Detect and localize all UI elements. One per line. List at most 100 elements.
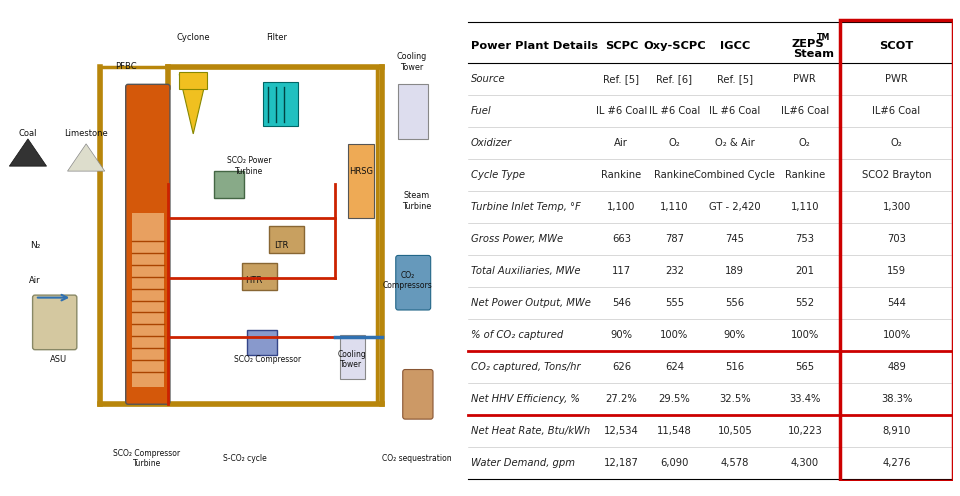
Text: Turbine Inlet Temp, °F: Turbine Inlet Temp, °F <box>471 202 581 212</box>
Text: 100%: 100% <box>791 330 819 340</box>
Text: O₂: O₂ <box>668 138 681 148</box>
Text: HRSG: HRSG <box>348 167 372 176</box>
Text: IGCC: IGCC <box>720 41 750 51</box>
Text: SCO₂ Compressor
Turbine: SCO₂ Compressor Turbine <box>113 449 180 469</box>
FancyBboxPatch shape <box>242 263 277 290</box>
Text: 4,300: 4,300 <box>791 458 819 468</box>
Text: 12,534: 12,534 <box>604 426 638 436</box>
Text: 100%: 100% <box>882 330 911 340</box>
Text: Cooling
Tower: Cooling Tower <box>396 52 427 72</box>
Text: 33.4%: 33.4% <box>789 394 821 404</box>
Text: GT - 2,420: GT - 2,420 <box>709 202 760 212</box>
Text: Cyclone: Cyclone <box>177 33 210 42</box>
Text: 753: 753 <box>795 234 814 244</box>
Text: Filter: Filter <box>267 33 288 42</box>
Text: 201: 201 <box>795 266 814 276</box>
FancyBboxPatch shape <box>132 213 164 387</box>
Text: 90%: 90% <box>724 330 746 340</box>
Text: 663: 663 <box>612 234 631 244</box>
Text: % of CO₂ captured: % of CO₂ captured <box>471 330 564 340</box>
Text: Oxidizer: Oxidizer <box>471 138 512 148</box>
Text: Combined Cycle: Combined Cycle <box>694 170 776 180</box>
Text: Coal: Coal <box>18 129 37 138</box>
FancyBboxPatch shape <box>214 171 245 198</box>
Text: SCO₂ Power
Turbine: SCO₂ Power Turbine <box>227 156 272 176</box>
Text: 10,223: 10,223 <box>787 426 822 436</box>
FancyBboxPatch shape <box>396 255 431 310</box>
Text: IL #6 Coal: IL #6 Coal <box>649 106 700 117</box>
FancyBboxPatch shape <box>263 82 298 126</box>
Text: 12,187: 12,187 <box>604 458 638 468</box>
Text: 1,100: 1,100 <box>607 202 636 212</box>
Text: 1,110: 1,110 <box>660 202 688 212</box>
Text: 703: 703 <box>887 234 906 244</box>
Text: 6,090: 6,090 <box>660 458 688 468</box>
Text: Steam: Steam <box>794 49 834 59</box>
Text: Rankine: Rankine <box>601 170 641 180</box>
FancyBboxPatch shape <box>348 144 373 218</box>
Text: 626: 626 <box>612 362 631 372</box>
Text: 117: 117 <box>612 266 631 276</box>
Text: Ref. [6]: Ref. [6] <box>657 74 692 84</box>
FancyBboxPatch shape <box>398 84 428 139</box>
Text: Air: Air <box>29 276 40 285</box>
Text: CO₂
Compressors: CO₂ Compressors <box>382 270 432 290</box>
Polygon shape <box>67 144 105 171</box>
Text: Net HHV Efficiency, %: Net HHV Efficiency, % <box>471 394 580 404</box>
Text: ASU: ASU <box>50 355 67 364</box>
Text: 90%: 90% <box>611 330 633 340</box>
Text: 29.5%: 29.5% <box>659 394 690 404</box>
Text: 745: 745 <box>726 234 744 244</box>
FancyBboxPatch shape <box>403 370 433 419</box>
Text: Water Demand, gpm: Water Demand, gpm <box>471 458 575 468</box>
Text: Rankine: Rankine <box>784 170 825 180</box>
Text: 556: 556 <box>725 298 744 308</box>
Text: 11,548: 11,548 <box>657 426 692 436</box>
Text: SCO₂ Compressor: SCO₂ Compressor <box>234 355 301 364</box>
Text: 489: 489 <box>887 362 906 372</box>
Text: Ref. [5]: Ref. [5] <box>603 74 639 84</box>
Text: PWR: PWR <box>793 74 816 84</box>
FancyBboxPatch shape <box>247 330 277 355</box>
Text: Fuel: Fuel <box>471 106 492 117</box>
Text: CO₂ captured, Tons/hr: CO₂ captured, Tons/hr <box>471 362 581 372</box>
Text: CO₂ sequestration: CO₂ sequestration <box>382 454 451 463</box>
Text: Ref. [5]: Ref. [5] <box>717 74 753 84</box>
Text: 4,276: 4,276 <box>882 458 911 468</box>
Text: IL#6 Coal: IL#6 Coal <box>873 106 921 117</box>
Text: 27.2%: 27.2% <box>606 394 637 404</box>
Text: Power Plant Details: Power Plant Details <box>471 41 598 51</box>
Text: 189: 189 <box>726 266 744 276</box>
Text: O₂ & Air: O₂ & Air <box>715 138 755 148</box>
Text: Air: Air <box>614 138 628 148</box>
Text: 38.3%: 38.3% <box>881 394 912 404</box>
Text: Total Auxiliaries, MWe: Total Auxiliaries, MWe <box>471 266 581 276</box>
Text: 552: 552 <box>795 298 814 308</box>
Text: Net Heat Rate, Btu/kWh: Net Heat Rate, Btu/kWh <box>471 426 590 436</box>
Text: 546: 546 <box>612 298 631 308</box>
Text: 8,910: 8,910 <box>882 426 911 436</box>
Text: SCPC: SCPC <box>605 41 638 51</box>
Text: Source: Source <box>471 74 506 84</box>
Text: Rankine: Rankine <box>655 170 695 180</box>
Text: IL #6 Coal: IL #6 Coal <box>709 106 760 117</box>
Text: 787: 787 <box>665 234 684 244</box>
Text: TM: TM <box>817 33 829 42</box>
Text: 232: 232 <box>665 266 684 276</box>
Text: 565: 565 <box>795 362 814 372</box>
Text: Limestone: Limestone <box>64 129 108 138</box>
FancyBboxPatch shape <box>340 335 366 379</box>
Text: Gross Power, MWe: Gross Power, MWe <box>471 234 564 244</box>
Text: N₂: N₂ <box>30 241 40 250</box>
Text: HTR: HTR <box>245 276 262 285</box>
Text: Steam
Turbine: Steam Turbine <box>402 191 431 211</box>
Text: 10,505: 10,505 <box>717 426 753 436</box>
Text: SCO2 Brayton: SCO2 Brayton <box>862 170 931 180</box>
Text: 1,300: 1,300 <box>882 202 911 212</box>
FancyBboxPatch shape <box>126 84 170 404</box>
Text: Cooling
Tower: Cooling Tower <box>337 350 366 370</box>
Text: ZEPS: ZEPS <box>791 39 824 49</box>
Text: 159: 159 <box>887 266 906 276</box>
Text: LTR: LTR <box>275 241 289 250</box>
FancyBboxPatch shape <box>33 295 77 350</box>
